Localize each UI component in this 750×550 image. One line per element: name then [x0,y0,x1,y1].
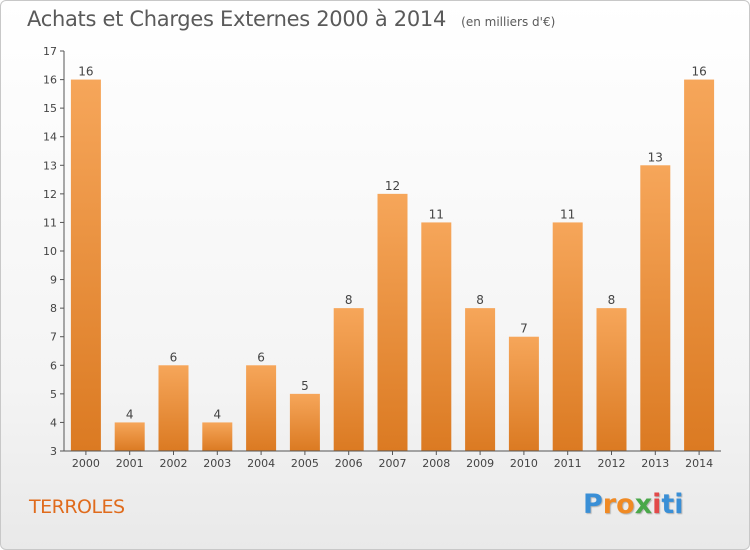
bar [596,308,627,451]
x-tick-label: 2010 [510,457,538,470]
logo-letter: o [616,489,635,520]
x-tick-label: 2005 [291,457,319,470]
bar [202,422,233,451]
title-row: Achats et Charges Externes 2000 à 2014 (… [27,7,555,31]
x-tick-label: 2011 [554,457,582,470]
bar [377,193,408,451]
data-label: 6 [170,350,178,364]
x-tick-label: 2000 [72,457,100,470]
bar [246,365,277,451]
proxiti-logo: Proxiti [583,489,684,520]
data-label: 4 [126,407,134,421]
y-tick-label: 17 [43,45,57,58]
y-tick-label: 4 [50,416,57,429]
logo-letter: i [652,489,662,520]
x-tick-label: 2008 [422,457,450,470]
bar [289,393,320,451]
chart-unit: (en milliers d'€) [461,15,556,29]
x-tick-label: 2014 [685,457,713,470]
x-tick-label: 2003 [203,457,231,470]
bar [114,422,145,451]
data-label: 13 [648,150,663,164]
data-label: 11 [560,207,575,221]
x-tick-label: 2002 [160,457,188,470]
logo-letter: P [583,489,603,520]
logo-letter: x [634,489,653,520]
chart-title: Achats et Charges Externes 2000 à 2014 [27,7,447,31]
y-tick-label: 12 [43,188,57,201]
data-label: 5 [301,379,309,393]
data-label: 8 [345,293,353,307]
x-tick-label: 2001 [116,457,144,470]
commune-name: TERROLES [29,496,125,518]
y-tick-label: 11 [43,216,57,229]
y-tick-label: 3 [50,445,57,458]
data-label: 8 [608,293,616,307]
y-tick-label: 13 [43,159,57,172]
y-tick-label: 5 [50,388,57,401]
x-tick-label: 2012 [598,457,626,470]
bar [640,165,671,452]
y-tick-label: 7 [50,331,57,344]
data-label: 11 [429,207,444,221]
x-tick-label: 2009 [466,457,494,470]
data-label: 16 [78,65,93,79]
y-tick-label: 10 [43,245,57,258]
x-tick-label: 2006 [335,457,363,470]
logo-letter: r [602,489,617,520]
bar [158,365,189,451]
data-label: 7 [520,322,528,336]
data-label: 4 [213,407,221,421]
data-label: 6 [257,350,265,364]
y-tick-label: 8 [50,302,57,315]
bar [421,222,452,451]
bar [684,79,715,452]
y-tick-label: 15 [43,102,57,115]
bar [333,308,364,451]
data-label: 16 [691,65,706,79]
bar [465,308,496,451]
data-label: 12 [385,179,400,193]
y-tick-label: 16 [43,74,57,87]
x-tick-label: 2004 [247,457,275,470]
bar [70,79,101,452]
logo-letter: ti [661,489,684,520]
bar [508,336,539,451]
x-tick-label: 2007 [379,457,407,470]
y-tick-label: 9 [50,274,57,287]
x-tick-label: 2013 [641,457,669,470]
data-label: 8 [476,293,484,307]
bar [552,222,583,451]
y-tick-label: 14 [43,131,57,144]
y-tick-label: 6 [50,359,57,372]
